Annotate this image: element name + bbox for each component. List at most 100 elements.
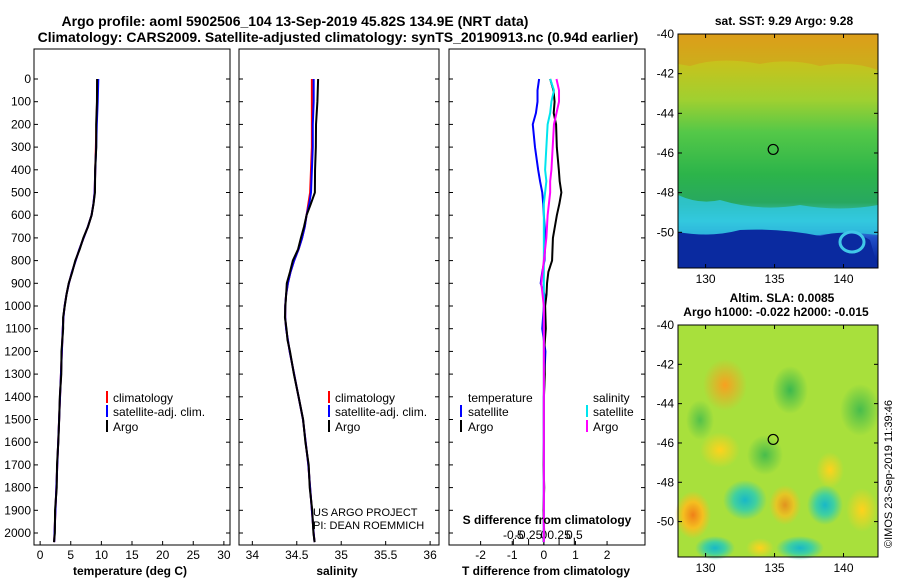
- negative-anomaly: [807, 485, 843, 525]
- sla-map-subtitle: Argo h1000: -0.022 h2000: -0.015: [683, 305, 869, 319]
- difference-y-ticks: [449, 78, 645, 534]
- lat-tick-label: -46: [657, 146, 675, 160]
- depth-tick-label: 1300: [4, 367, 31, 381]
- positive-anomaly: [675, 491, 711, 539]
- lat-tick-label: -44: [657, 397, 675, 411]
- cold-water-region: [678, 229, 878, 268]
- depth-tick-label: 1000: [4, 299, 31, 313]
- argo-float-marker: [767, 143, 779, 156]
- depth-tick-label: 700: [11, 231, 31, 245]
- positive-anomaly: [816, 452, 844, 488]
- depth-tick-label: 100: [11, 95, 31, 109]
- argo-float-marker: [767, 433, 779, 446]
- positive-anomaly: [769, 485, 801, 525]
- legend-label-s-satellite: satellite: [593, 405, 634, 419]
- lat-tick-label: -40: [657, 318, 675, 332]
- sst-map-frame: [677, 33, 879, 269]
- difference-lines: [531, 78, 563, 543]
- x-tick-label: 15: [125, 548, 139, 562]
- front-cyan-band: [678, 195, 878, 238]
- depth-tick-label: 1200: [4, 344, 31, 358]
- negative-anomaly: [723, 480, 767, 520]
- legend-salinity-title: salinity: [593, 391, 630, 405]
- legend-label-s-argo: Argo: [593, 420, 619, 434]
- x-tick-label: 25: [187, 548, 201, 562]
- lat-tick-label: -42: [657, 67, 675, 81]
- negative-anomaly: [686, 400, 714, 440]
- temperature-x-axis: 0 5 10 15 20 25 30: [37, 541, 231, 562]
- depth-tick-label: 1500: [4, 413, 31, 427]
- salinity-xlabel: salinity: [316, 564, 358, 578]
- credit-pi: PI: DEAN ROEMMICH: [313, 520, 424, 532]
- depth-tick-label: 500: [11, 186, 31, 200]
- legend-label-t-satellite: satellite: [468, 405, 509, 419]
- legend-label-climatology: climatology: [335, 391, 395, 405]
- positive-anomaly: [746, 538, 774, 558]
- s-tick-label: 0.25: [547, 528, 571, 542]
- negative-anomaly: [776, 536, 824, 560]
- sst-map-panel: sat. SST: 9.29 Argo: 9.28 130 135 140 -40 -4…: [657, 14, 879, 286]
- positive-anomaly: [846, 488, 878, 532]
- depth-tick-label: 1600: [4, 435, 31, 449]
- depth-tick-label: 1400: [4, 390, 31, 404]
- x-tick-label: 36: [423, 548, 437, 562]
- sla-map-axes: 130 135 140 -40 -42 -44 -46 -48 -50: [657, 318, 878, 575]
- temperature-panel: 0100200300400500600700800900100011001200…: [4, 48, 231, 578]
- temperature-lines: [52, 78, 100, 543]
- x-tick-label: 35.5: [374, 548, 398, 562]
- x-tick-label: 2: [604, 548, 611, 562]
- x-tick-label: 1: [572, 548, 579, 562]
- x-tick-label: 30: [217, 548, 231, 562]
- legend-temperature-title: temperature: [468, 391, 533, 405]
- legend-label-t-argo: Argo: [468, 420, 494, 434]
- series-line-argo: [52, 78, 99, 543]
- x-tick-label: 0: [37, 548, 44, 562]
- s-tick-label: -0.25: [515, 528, 543, 542]
- t-difference-xlabel: T difference from climatology: [462, 564, 630, 578]
- negative-anomaly: [772, 366, 808, 414]
- salinity-panel: 34 34.5 35 35.5 36 salinity climatology sate…: [238, 48, 440, 578]
- figure-title-line2: Climatology: CARS2009. Satellite-adjuste…: [38, 29, 639, 45]
- salinity-x-axis: 34 34.5 35 35.5 36: [246, 541, 437, 562]
- x-tick-label: 10: [95, 548, 109, 562]
- lon-tick-label: 140: [834, 272, 854, 286]
- positive-anomaly: [700, 432, 740, 468]
- lat-tick-label: -48: [657, 475, 675, 489]
- lat-tick-label: -50: [657, 225, 675, 239]
- t-difference-x-axis: -2 -1 0 1 2: [475, 541, 611, 562]
- difference-legend: temperature satellite Argo salinity sate…: [460, 391, 634, 434]
- lat-tick-label: -42: [657, 357, 675, 371]
- lat-tick-label: -40: [657, 27, 675, 41]
- series-line-s-argo: [540, 78, 561, 543]
- lon-tick-label: 130: [696, 272, 716, 286]
- depth-tick-label: 600: [11, 208, 31, 222]
- x-tick-label: 20: [156, 548, 170, 562]
- lat-tick-label: -44: [657, 106, 675, 120]
- legend-label-argo: Argo: [335, 420, 361, 434]
- cold-eddy: [838, 230, 866, 254]
- depth-tick-label: 1700: [4, 458, 31, 472]
- sst-map-axes: 130 135 140 -40 -42 -44 -46 -48 -50: [657, 27, 878, 286]
- s-difference-label: S difference from climatology: [463, 513, 632, 527]
- salinity-plot-frame: [238, 48, 440, 546]
- depth-tick-label: 300: [11, 140, 31, 154]
- sla-map-panel: Altim. SLA: 0.0085 Argo h1000: -0.022 h2…: [657, 291, 880, 575]
- salinity-y-ticks: [239, 78, 439, 534]
- temperature-xlabel: temperature (deg C): [73, 564, 187, 578]
- lon-tick-label: 135: [765, 272, 785, 286]
- difference-panel: -2 -1 0 1 2 -0.5-0.25 0 0.250.5 T difference f…: [448, 48, 646, 578]
- lat-tick-label: -46: [657, 436, 675, 450]
- depth-tick-label: 800: [11, 254, 31, 268]
- lon-tick-label: 140: [834, 561, 854, 575]
- depth-axis: 0 100 200 300 400 500 600 700 800 900 1000 1100 1200…: [4, 72, 230, 540]
- negative-anomaly: [840, 384, 880, 436]
- legend-label-climatology: climatology: [113, 391, 173, 405]
- x-tick-label: -2: [475, 548, 486, 562]
- salinity-legend: climatology satellite-adj. clim. Argo: [328, 391, 427, 434]
- x-tick-label: 0: [540, 548, 547, 562]
- depth-tick-label: 1100: [5, 322, 31, 336]
- salinity-lines: [283, 78, 320, 543]
- legend-label-satellite: satellite-adj. clim.: [335, 405, 427, 419]
- credit-project: US ARGO PROJECT: [313, 507, 418, 519]
- x-tick-label: 34: [246, 548, 260, 562]
